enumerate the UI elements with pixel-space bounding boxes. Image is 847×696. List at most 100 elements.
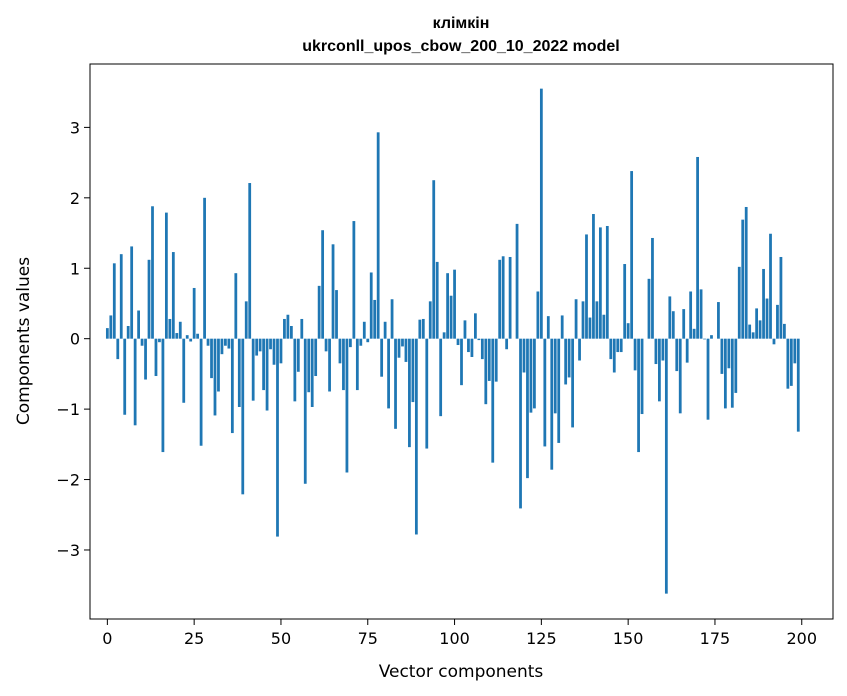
x-tick-label: 75 <box>358 629 378 648</box>
bar <box>144 338 147 380</box>
bar <box>192 287 196 339</box>
bar <box>338 338 342 364</box>
x-axis-ticks: 0 25 50 75 100 125 150 175 200 <box>102 619 817 648</box>
bar <box>345 338 349 473</box>
bar <box>151 206 154 339</box>
bar <box>289 326 293 339</box>
bar <box>484 338 488 405</box>
bar <box>571 338 574 428</box>
bar <box>428 301 432 339</box>
bar <box>171 252 175 339</box>
bar <box>262 338 265 391</box>
bar <box>710 335 713 339</box>
bar <box>744 206 748 339</box>
y-axis-label: Components values <box>14 257 34 425</box>
bar <box>196 333 200 339</box>
bar <box>581 301 585 339</box>
bar <box>147 259 151 339</box>
bar <box>671 311 675 339</box>
bar <box>300 318 304 339</box>
bar <box>185 335 189 339</box>
y-tick-label: −3 <box>56 541 80 560</box>
bar <box>574 299 578 339</box>
bar <box>137 310 140 339</box>
bar <box>720 338 724 374</box>
bar <box>324 338 328 352</box>
bar <box>533 338 536 409</box>
bar <box>158 338 161 343</box>
bar <box>234 273 238 339</box>
bar <box>154 338 158 377</box>
bar <box>637 338 640 453</box>
bar <box>630 171 634 339</box>
bar <box>723 338 727 409</box>
bar <box>772 338 776 345</box>
bar <box>467 338 470 353</box>
bar <box>199 338 203 446</box>
bar <box>321 230 325 339</box>
y-tick-label: −2 <box>56 471 80 490</box>
bar <box>217 338 220 392</box>
bar <box>796 338 800 432</box>
bar <box>168 318 172 339</box>
bar <box>696 156 699 339</box>
bar <box>592 214 595 339</box>
bar <box>408 338 411 448</box>
bar <box>515 223 519 339</box>
bar <box>265 338 269 411</box>
bar <box>203 197 206 339</box>
bar <box>279 338 283 364</box>
bar <box>446 273 449 339</box>
y-tick-label: −1 <box>56 400 80 419</box>
bar <box>105 328 109 339</box>
x-tick-label: 25 <box>184 629 204 648</box>
bar <box>331 244 335 339</box>
bar <box>387 338 390 409</box>
bar <box>664 338 668 594</box>
bar <box>366 338 370 343</box>
bar <box>276 338 279 537</box>
bar <box>328 338 331 392</box>
bar <box>230 338 234 434</box>
bar <box>133 338 137 426</box>
bar <box>310 338 314 407</box>
bar <box>553 338 557 414</box>
bar <box>640 338 644 415</box>
bar <box>765 298 769 339</box>
bar <box>248 183 252 339</box>
bar <box>213 338 217 416</box>
bar <box>519 338 522 509</box>
bar <box>414 338 418 535</box>
bar <box>161 338 165 453</box>
y-tick-label: 1 <box>70 259 80 278</box>
bar <box>373 299 377 339</box>
bar <box>404 338 408 362</box>
x-tick-label: 150 <box>613 629 644 648</box>
bar <box>411 338 415 403</box>
bar <box>699 289 703 339</box>
bar <box>654 338 658 365</box>
bar <box>529 338 533 413</box>
bar <box>126 326 130 339</box>
bar <box>463 320 467 339</box>
bar <box>783 323 786 339</box>
bar <box>616 338 620 353</box>
x-tick-label: 175 <box>700 629 731 648</box>
bar <box>682 309 686 339</box>
bar <box>286 314 290 339</box>
bar <box>109 315 113 339</box>
bar <box>449 295 453 339</box>
bar <box>355 338 359 391</box>
bar <box>352 221 356 339</box>
bar <box>224 338 227 346</box>
bar <box>178 321 182 339</box>
bar <box>255 338 259 356</box>
bar <box>349 338 352 348</box>
bars-group <box>105 88 800 594</box>
bar <box>487 338 491 381</box>
bar <box>342 338 345 391</box>
bar <box>251 338 255 401</box>
bar <box>210 338 213 379</box>
bar <box>258 338 262 352</box>
